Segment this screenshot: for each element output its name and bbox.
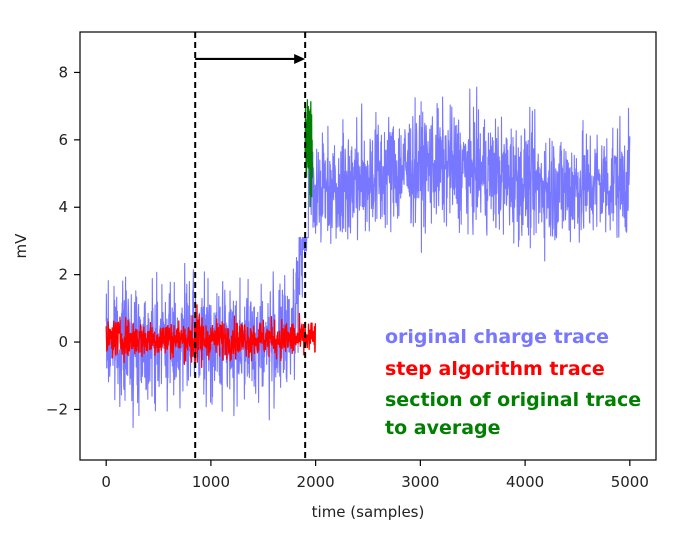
- plot-frame: [79, 31, 657, 461]
- x-tick-label: 3000: [401, 473, 439, 491]
- y-tick-label: 2: [58, 266, 68, 284]
- series-original-charge-trace: [105, 86, 631, 429]
- legend-label-section-cont: to average: [385, 417, 501, 439]
- x-tick-label: 1000: [192, 473, 230, 491]
- y-tick-label: 4: [58, 198, 68, 216]
- legend-label-original: original charge trace: [385, 326, 609, 348]
- plot-layer: [105, 32, 631, 460]
- x-tick-label: 2000: [297, 473, 335, 491]
- x-axis: 0 1000 2000 3000 4000 5000: [101, 460, 649, 491]
- series-step-algorithm-trace: [105, 304, 317, 369]
- series-section-to-average: [304, 99, 314, 208]
- y-axis-label: mV: [12, 233, 30, 259]
- legend: original charge trace step algorithm tra…: [385, 326, 641, 439]
- y-tick-label: −2: [46, 400, 68, 418]
- legend-label-section: section of original trace: [385, 389, 641, 411]
- y-tick-label: 0: [58, 333, 68, 351]
- x-tick-label: 0: [101, 473, 111, 491]
- x-tick-label: 5000: [611, 473, 649, 491]
- x-axis-label: time (samples): [312, 503, 425, 521]
- x-tick-label: 4000: [506, 473, 544, 491]
- y-tick-label: 8: [58, 63, 68, 81]
- legend-label-step: step algorithm trace: [385, 358, 605, 380]
- y-tick-label: 6: [58, 131, 68, 149]
- y-axis: −2 0 2 4 6 8: [46, 63, 80, 418]
- arrow-annotation: [195, 53, 306, 64]
